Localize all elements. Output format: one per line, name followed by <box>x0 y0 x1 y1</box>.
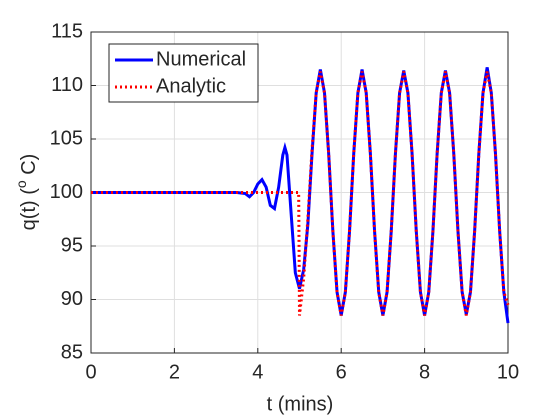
y-tick-label: 90 <box>61 288 83 310</box>
y-tick-label: 110 <box>51 74 83 96</box>
x-tick-label: 2 <box>169 361 180 383</box>
x-axis-label: t (mins) <box>267 393 334 415</box>
x-tick-label: 4 <box>252 361 263 383</box>
x-tick-label: 10 <box>497 361 519 383</box>
y-label-suffix: C) <box>18 154 40 181</box>
x-tick-label: 0 <box>85 361 96 383</box>
legend-label: Numerical <box>156 48 246 70</box>
y-tick-label: 85 <box>61 341 83 363</box>
data-line <box>91 71 510 316</box>
legend-label: Analytic <box>156 75 226 97</box>
y-tick-label: 115 <box>51 20 83 42</box>
x-tick-label: 8 <box>419 361 430 383</box>
legend-box <box>108 43 259 103</box>
y-axis-label: q(t) (o C) <box>13 154 41 231</box>
x-tick-label: 6 <box>336 361 347 383</box>
y-tick-label: 100 <box>50 181 83 203</box>
data-line <box>91 67 510 324</box>
y-label-sup: o <box>13 180 29 188</box>
y-label-prefix: q(t) ( <box>18 188 40 231</box>
y-tick-label: 105 <box>50 127 83 149</box>
y-tick-label: 95 <box>61 234 83 256</box>
